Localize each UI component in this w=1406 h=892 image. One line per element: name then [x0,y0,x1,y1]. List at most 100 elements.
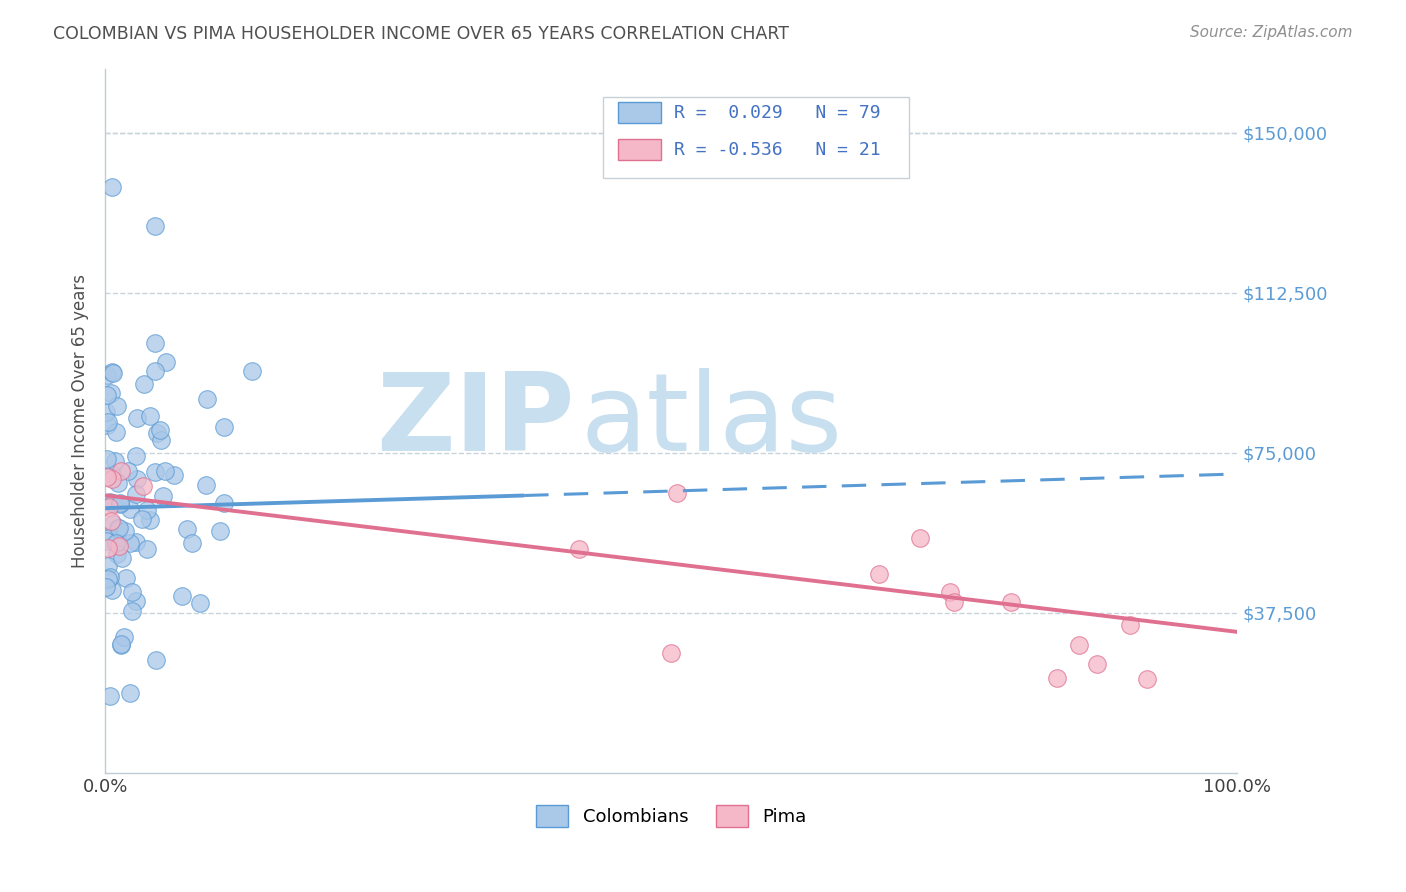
Point [96,418,118,433]
Point [170,589,193,603]
Text: COLOMBIAN VS PIMA HOUSEHOLDER INCOME OVER 65 YEARS CORRELATION CHART: COLOMBIAN VS PIMA HOUSEHOLDER INCOME OVE… [53,25,789,43]
Text: R = -0.536   N = 21: R = -0.536 N = 21 [673,141,880,159]
Point [97,558,120,573]
Point [120,686,142,700]
Text: ZIP: ZIP [377,368,575,474]
Point [107,476,129,491]
Point [195,478,218,492]
Point [110,638,132,652]
FancyBboxPatch shape [603,96,910,178]
Point [110,496,132,510]
Point [212,420,235,434]
Point [125,593,148,607]
Point [150,433,173,447]
Point [659,646,682,660]
Point [1136,672,1159,686]
Point [100,569,122,583]
Point [155,355,177,369]
Point [96,405,118,419]
Point [112,630,135,644]
Point [105,547,128,561]
Point [114,524,136,538]
Point [115,571,138,585]
Point [98,495,121,509]
Point [117,464,139,478]
Point [1087,657,1109,671]
Point [152,489,174,503]
Point [110,637,132,651]
Point [107,521,129,535]
Point [197,392,219,406]
Text: atlas: atlas [581,368,842,474]
Legend: Colombians, Pima: Colombians, Pima [529,797,814,834]
Point [96,533,118,548]
Point [100,386,122,401]
Point [96,580,118,594]
Point [134,376,156,391]
Point [125,449,148,463]
Point [108,539,131,553]
Point [104,536,127,550]
Point [96,452,118,467]
Point [97,532,120,546]
Point [135,542,157,557]
Point [100,514,122,528]
Point [97,500,120,515]
Point [100,467,122,482]
Point [143,465,166,479]
Point [868,566,890,581]
Point [149,423,172,437]
Point [111,550,134,565]
Point [108,497,131,511]
FancyBboxPatch shape [619,103,661,123]
Point [139,513,162,527]
Point [97,415,120,429]
Point [125,472,148,486]
Point [96,469,118,483]
Point [107,534,129,549]
Point [145,364,167,378]
Point [939,584,962,599]
Point [138,409,160,424]
Text: Source: ZipAtlas.com: Source: ZipAtlas.com [1189,25,1353,40]
Point [145,653,167,667]
Point [180,536,202,550]
Point [97,572,120,586]
Point [242,364,264,378]
Point [118,536,141,550]
FancyBboxPatch shape [619,139,661,160]
Point [121,585,143,599]
Point [125,486,148,500]
Point [1067,638,1090,652]
Point [1045,671,1067,685]
Point [101,366,124,380]
Point [101,472,124,486]
Point [153,464,176,478]
Point [101,365,124,379]
Point [120,502,142,516]
Point [107,521,129,535]
Point [101,496,124,510]
Point [105,425,128,439]
Point [910,531,932,545]
Point [176,523,198,537]
Point [143,335,166,350]
Point [143,219,166,234]
Point [132,479,155,493]
Point [943,595,966,609]
Point [110,464,132,478]
Point [212,496,235,510]
Point [1000,595,1022,609]
Point [101,583,124,598]
Point [121,604,143,618]
Point [97,541,120,555]
Point [208,524,231,538]
Point [665,486,688,500]
Point [146,425,169,440]
Point [125,534,148,549]
Point [1118,618,1140,632]
Point [127,411,149,425]
Point [96,388,118,402]
Point [131,512,153,526]
Point [136,503,159,517]
